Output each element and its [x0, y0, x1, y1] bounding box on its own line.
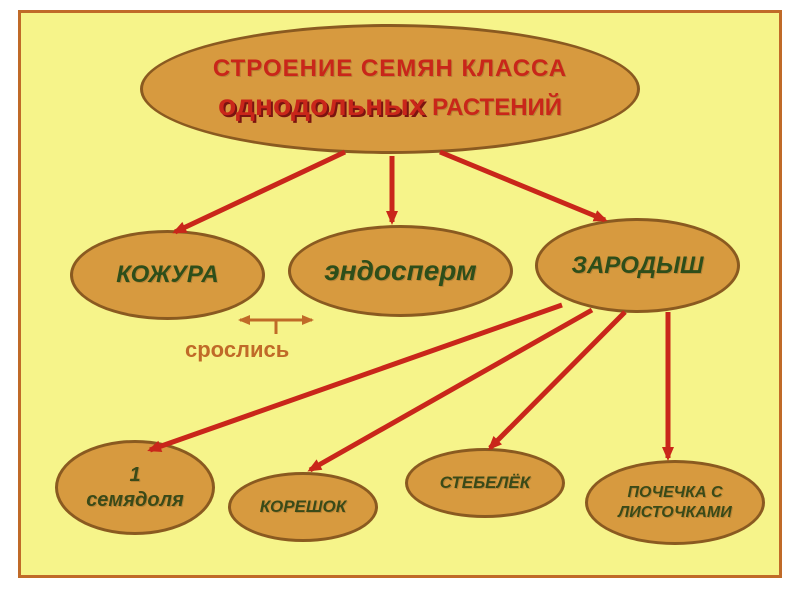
node-seed-coat-label: КОЖУРА [116, 261, 219, 289]
node-embryo-label: ЗАРОДЫШ [572, 252, 704, 280]
node-cotyledon-line1: 1 [129, 463, 140, 488]
title-line1: СТРОЕНИЕ СЕМЯН КЛАССА [213, 55, 567, 83]
node-radicle-label: КОРЕШОК [260, 496, 346, 517]
node-bud-line2: ЛИСТОЧКАМИ [618, 503, 731, 523]
node-endosperm: эндосперм [288, 225, 513, 317]
node-bud-line1: ПОЧЕЧКА С [627, 483, 722, 503]
node-plumule-stem-label: СТЕБЕЛЁК [440, 472, 530, 493]
node-embryo: ЗАРОДЫШ [535, 218, 740, 313]
node-seed-coat: КОЖУРА [70, 230, 265, 320]
fused-label: срослись [185, 337, 289, 363]
title-word-class: однодольных [218, 89, 426, 122]
node-radicle: КОРЕШОК [228, 472, 378, 542]
title-word-plants: РАСТЕНИЙ [426, 94, 563, 121]
node-plumule-stem: СТЕБЕЛЁК [405, 448, 565, 518]
title-node: СТРОЕНИЕ СЕМЯН КЛАССА однодольных РАСТЕН… [140, 24, 640, 154]
node-cotyledon-line2: семядоля [86, 488, 184, 513]
title-line2: однодольных РАСТЕНИЙ [218, 89, 562, 123]
node-bud-with-leaves: ПОЧЕЧКА С ЛИСТОЧКАМИ [585, 460, 765, 545]
node-cotyledon: 1 семядоля [55, 440, 215, 535]
node-endosperm-label: эндосперм [324, 255, 476, 287]
